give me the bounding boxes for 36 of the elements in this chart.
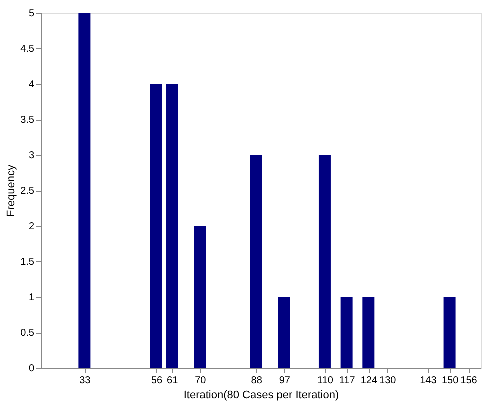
- y-tick-label: 4: [28, 80, 35, 90]
- bar: [78, 13, 91, 368]
- y-tick-label: 5: [28, 8, 35, 20]
- bar: [194, 226, 206, 368]
- x-tick-label: 97: [279, 376, 291, 386]
- bar: [340, 297, 353, 368]
- y-tick-label: 2.5: [20, 186, 35, 197]
- x-tick-label: 130: [380, 376, 397, 386]
- bar: [318, 155, 331, 368]
- x-tick-label: 156: [460, 376, 478, 386]
- y-tick-label: 3.5: [20, 115, 35, 126]
- y-tick-label: 3: [28, 150, 35, 162]
- x-tick-label: 110: [317, 376, 334, 386]
- x-tick-label: 143: [420, 376, 438, 386]
- x-tick-label: 88: [251, 376, 263, 386]
- x-tick-label: 150: [442, 376, 460, 386]
- y-tick-label: 0: [28, 364, 35, 374]
- y-tick-label: 1: [28, 292, 35, 304]
- y-axis-title: Frequency: [6, 164, 18, 217]
- y-tick-label: 2: [28, 222, 35, 232]
- x-tick-label: 56: [151, 376, 163, 386]
- bar: [250, 155, 262, 368]
- x-axis-title: Iteration(80 Cases per Iteration): [184, 390, 340, 402]
- x-tick-label: 117: [339, 376, 356, 386]
- bar: [150, 84, 162, 368]
- x-tick-label: 124: [360, 376, 378, 386]
- bar: [444, 297, 456, 368]
- x-tick-label: 70: [195, 376, 207, 386]
- y-tick-label: 1.5: [20, 257, 35, 268]
- bar: [278, 297, 290, 368]
- x-tick-label: 33: [80, 376, 92, 386]
- bar: [362, 297, 375, 368]
- x-tick-label: 61: [167, 376, 179, 386]
- y-tick-label: 0.5: [20, 328, 35, 339]
- bar: [166, 84, 178, 368]
- y-tick-label: 4.5: [20, 44, 35, 55]
